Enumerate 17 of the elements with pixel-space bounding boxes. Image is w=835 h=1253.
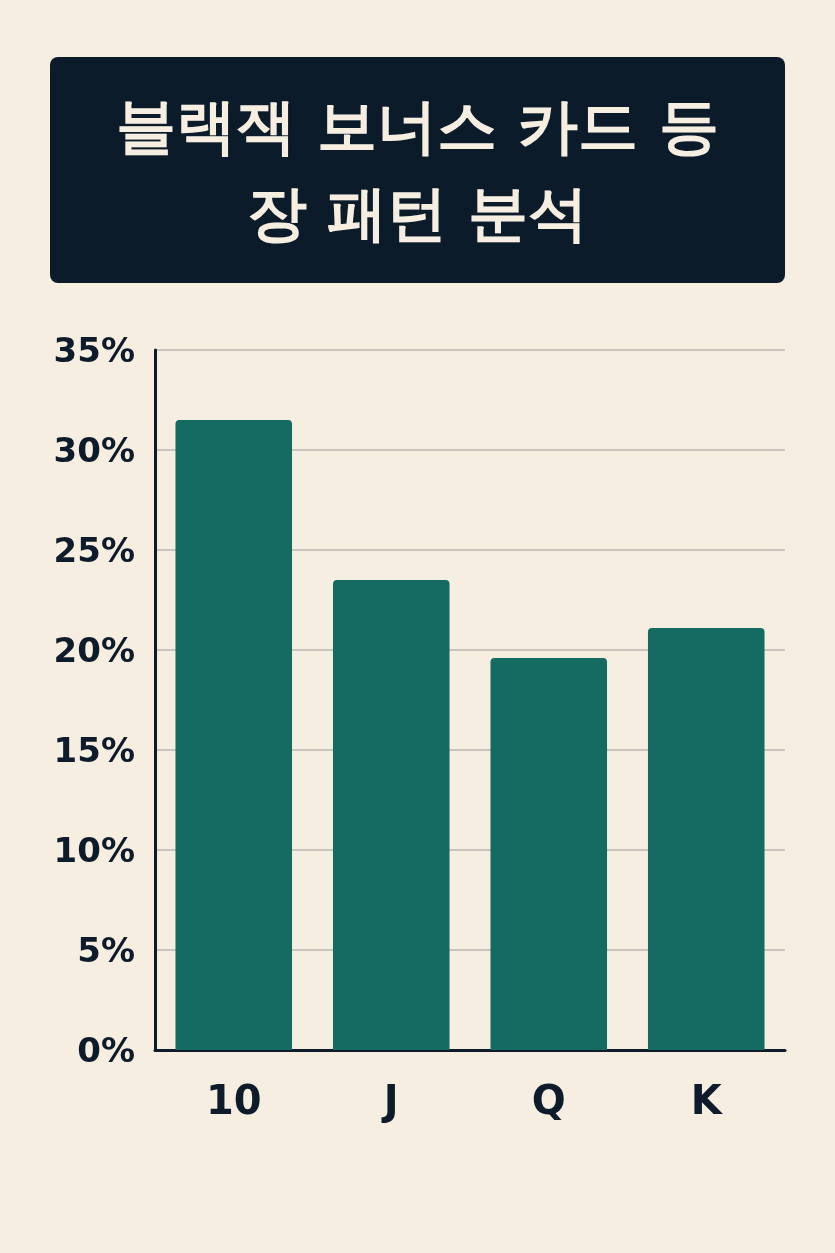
y-tick-label: 30% [53, 430, 135, 470]
x-tick-label: 10 [205, 1077, 262, 1123]
y-tick-label: 25% [53, 530, 135, 570]
bar [647, 628, 765, 1050]
bar [490, 658, 608, 1050]
y-tick-label: 20% [53, 630, 135, 670]
bar [175, 420, 293, 1050]
y-tick-label: 10% [53, 830, 135, 870]
y-tick-label: 35% [53, 330, 135, 370]
x-tick-label: K [690, 1077, 724, 1123]
y-tick-label: 5% [77, 930, 135, 970]
x-tick-label: J [380, 1077, 399, 1123]
x-tick-label: Q [531, 1077, 566, 1123]
y-tick-label: 15% [53, 730, 135, 770]
y-tick-label: 0% [77, 1030, 135, 1070]
bar [332, 580, 450, 1050]
chart-title: 블랙잭 보너스 카드 등장 패턴 분석 [115, 90, 720, 250]
